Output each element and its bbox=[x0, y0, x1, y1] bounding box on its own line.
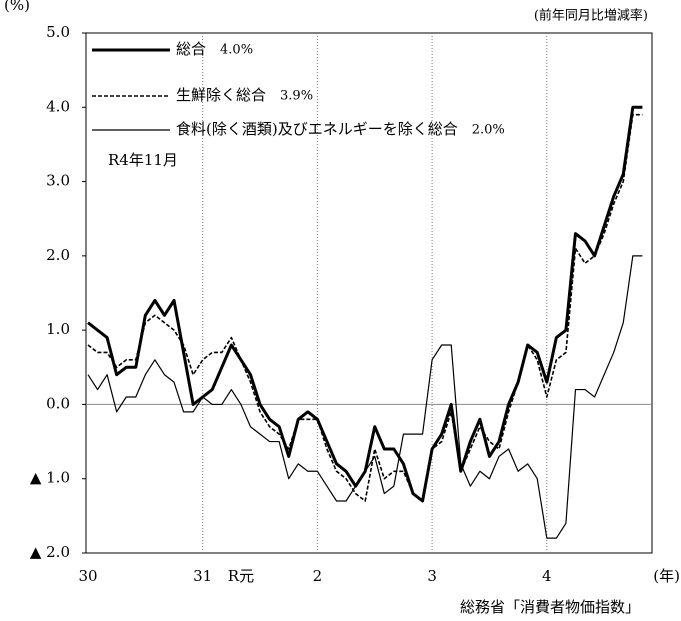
y-tick-label: 3.0 bbox=[46, 172, 70, 190]
legend-label: 食料(除く酒類)及びエネルギーを除く総合 bbox=[176, 120, 458, 138]
source: 総務省「消費者物価指数」 bbox=[460, 598, 640, 616]
y-tick-label: 4.0 bbox=[46, 97, 70, 115]
series-line bbox=[87, 255, 643, 539]
legend-label: 生鮮除く総合 bbox=[176, 86, 266, 104]
subtitle: (前年同月比増減率) bbox=[534, 8, 648, 24]
legend-value: 3.9% bbox=[280, 89, 313, 104]
x-tick-label: 2 bbox=[313, 567, 323, 585]
y-tick-label: 5.0 bbox=[46, 23, 70, 41]
x-tick-label: 30 bbox=[78, 567, 97, 585]
x-tick-label: 4 bbox=[542, 567, 552, 585]
series-line bbox=[87, 113, 643, 502]
y-unit: (%) bbox=[4, 0, 30, 14]
x-axis-label: (年) bbox=[653, 567, 680, 585]
annotation: R4年11月 bbox=[108, 151, 178, 169]
legend-value: 4.0% bbox=[220, 43, 253, 58]
x-tick-label: 3 bbox=[427, 567, 437, 585]
y-tick-label: ▲ 1.0 bbox=[30, 469, 70, 487]
legend-value: 2.0% bbox=[472, 123, 505, 138]
legend-label: 総合 bbox=[176, 40, 206, 58]
y-tick-label: 2.0 bbox=[46, 246, 70, 264]
x-tick-label: 31 bbox=[193, 567, 212, 585]
y-tick-label: 0.0 bbox=[46, 394, 70, 412]
y-tick-label: ▲ 2.0 bbox=[30, 543, 70, 561]
y-tick-label: 1.0 bbox=[46, 320, 70, 338]
plot-frame bbox=[85, 32, 653, 554]
x-tick-label: R元 bbox=[228, 567, 254, 585]
